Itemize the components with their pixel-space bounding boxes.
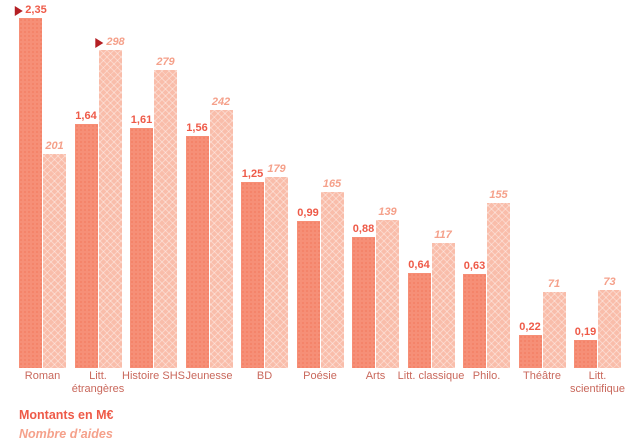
bar-aides: 73 <box>598 277 621 368</box>
value-text: 0,63 <box>463 260 486 273</box>
max-marker-icon <box>95 37 104 48</box>
category-label: Histoire SHS <box>122 370 185 382</box>
bar-group: 0,88 139 <box>352 206 399 368</box>
value-label-aides: 242 <box>211 95 231 108</box>
value-text: 71 <box>547 278 561 291</box>
value-text: 2,35 <box>25 4 47 16</box>
value-label-montant: 0,19 <box>574 325 597 338</box>
bar-group: 0,63 155 <box>463 189 510 368</box>
bar-group: 0,22 71 <box>518 279 566 368</box>
bar-group: 1,64 298 <box>74 37 125 368</box>
max-marker-icon <box>14 5 23 16</box>
value-text: 1,25 <box>241 167 264 180</box>
bar-montant: 0,22 <box>518 322 542 368</box>
value-label-montant: 1,25 <box>241 167 264 180</box>
bar-aides: 179 <box>265 164 288 368</box>
value-label-montant: 0,64 <box>408 258 430 271</box>
value-label-aides: 201 <box>45 139 64 152</box>
category-label: Litt. étrangères <box>71 370 125 395</box>
value-text: 242 <box>211 95 231 108</box>
bar-aides: 201 <box>43 140 66 368</box>
value-text: 279 <box>156 56 175 69</box>
legend-montants: Montants en M€ <box>19 408 114 422</box>
value-text: 1,56 <box>186 121 208 134</box>
value-label-aides: 279 <box>156 57 174 68</box>
bar-aides: 139 <box>376 206 399 368</box>
bar-montant: 2,35 <box>14 5 47 368</box>
value-label-aides: 155 <box>489 188 508 201</box>
value-text: 0,88 <box>352 222 375 235</box>
value-text: 1,61 <box>130 114 153 127</box>
value-label-aides: 71 <box>548 279 560 290</box>
bar-montant: 1,61 <box>130 115 153 368</box>
bar-aides: 117 <box>431 230 455 368</box>
value-label-montant: 0,22 <box>519 322 540 333</box>
value-label-montant: 0,99 <box>297 206 319 219</box>
bar-montant: 0,63 <box>463 261 486 368</box>
legend: Montants en M€ Nombre d’aides <box>19 406 113 445</box>
bar-montant: 0,99 <box>296 207 320 368</box>
plot: 2,35 201 1,64 298 1,61 279 1,56 242 1,25 179 0,99 1… <box>14 5 621 368</box>
value-text: 179 <box>267 163 286 175</box>
value-label-montant: 1,56 <box>186 121 208 134</box>
value-text: 298 <box>106 36 125 48</box>
bar-group: 1,56 242 <box>185 96 233 368</box>
bar-aides: 279 <box>154 57 177 368</box>
value-text: 0,22 <box>519 321 541 334</box>
category-label: Poésie <box>303 370 337 382</box>
value-label-aides: 139 <box>378 205 397 218</box>
value-label-montant: 2,35 <box>14 4 47 16</box>
value-text: 201 <box>45 139 64 152</box>
value-label-aides: 165 <box>322 177 342 190</box>
category-label: Arts <box>365 370 386 382</box>
value-text: 0,19 <box>574 325 597 338</box>
value-label-montant: 1,64 <box>75 109 97 122</box>
value-text: 1,64 <box>75 109 97 122</box>
bar-group: 1,61 279 <box>130 57 177 368</box>
bar-aides: 155 <box>487 189 510 368</box>
value-label-montant: 1,61 <box>131 115 152 126</box>
category-label: Litt. classique <box>397 370 465 382</box>
bar-montant: 0,19 <box>574 326 597 368</box>
bar-group: 2,35 201 <box>14 5 66 368</box>
category-label: Jeunesse <box>185 370 233 382</box>
value-text: 165 <box>322 177 342 190</box>
value-text: 0,64 <box>408 258 430 271</box>
legend-aides: Nombre d’aides <box>19 427 113 442</box>
value-text: 0,99 <box>297 206 319 219</box>
bar-group: 0,19 73 <box>574 277 621 368</box>
bar-montant: 1,25 <box>241 168 264 368</box>
bar-montant: 1,64 <box>74 110 98 368</box>
value-text: 117 <box>434 229 452 242</box>
bar-montant: 0,64 <box>407 259 431 368</box>
bar-group: 0,99 165 <box>296 178 344 368</box>
value-label-aides: 298 <box>95 36 125 48</box>
category-label: Théâtre <box>523 370 561 382</box>
bar-aides: 165 <box>320 178 344 368</box>
category-label: Philo. <box>472 370 501 382</box>
value-text: 73 <box>603 276 616 289</box>
value-text: 155 <box>489 188 508 201</box>
bar-montant: 0,88 <box>352 223 375 368</box>
value-label-montant: 0,88 <box>352 222 375 235</box>
category-label: Litt. scientifique <box>569 370 626 395</box>
bar-group: 1,25 179 <box>241 164 288 368</box>
value-text: 139 <box>378 205 397 218</box>
bar-montant: 1,56 <box>185 122 209 368</box>
bar-group: 0,64 117 <box>407 230 455 368</box>
bar-aides: 71 <box>542 279 566 368</box>
value-label-montant: 0,63 <box>464 261 485 272</box>
bar-aides: 298 <box>95 37 125 368</box>
category-label: BD <box>256 370 273 382</box>
bar-aides: 242 <box>209 96 233 368</box>
value-label-aides: 117 <box>434 230 452 241</box>
category-label: Roman <box>24 370 61 382</box>
value-label-aides: 73 <box>603 277 615 288</box>
category-row: Roman Litt. étrangères Histoire SHS Jeuness… <box>0 368 632 402</box>
value-label-aides: 179 <box>267 164 285 175</box>
